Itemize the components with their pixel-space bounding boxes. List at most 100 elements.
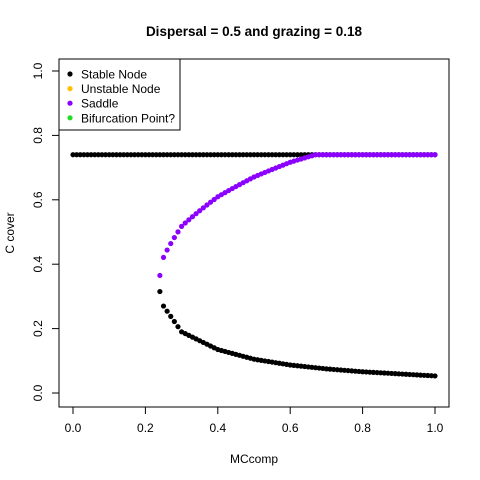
data-point (396, 152, 402, 158)
x-tick-label: 0.4 (209, 421, 226, 435)
data-point (331, 152, 337, 158)
data-point (378, 152, 384, 158)
data-point (175, 152, 181, 158)
data-point (334, 152, 340, 158)
y-tick-label: 0.8 (31, 127, 45, 144)
data-point (381, 152, 387, 158)
data-point (186, 217, 192, 223)
data-point (131, 152, 138, 158)
data-point (363, 152, 369, 158)
data-point (370, 152, 377, 158)
data-point (74, 152, 80, 158)
data-point (414, 152, 420, 158)
data-point (207, 199, 214, 205)
data-point (142, 152, 148, 158)
data-point (150, 152, 156, 158)
data-point (200, 205, 206, 211)
data-point (121, 152, 127, 158)
data-point (385, 152, 391, 158)
legend-marker (67, 71, 73, 77)
data-point (349, 152, 355, 158)
data-point (124, 152, 130, 158)
data-point (160, 152, 167, 158)
legend-marker (67, 115, 73, 121)
data-point (218, 152, 225, 158)
data-point (417, 152, 424, 158)
data-point (276, 152, 282, 158)
data-point (323, 152, 329, 158)
legend-box (58, 58, 181, 131)
data-point (168, 313, 174, 319)
legend-label: Stable Node (81, 68, 147, 82)
data-point (175, 324, 181, 330)
data-point (189, 214, 196, 220)
data-point (204, 152, 210, 158)
x-tick-label: 0.0 (65, 421, 82, 435)
data-point (360, 152, 366, 158)
data-point (215, 152, 221, 158)
data-point (95, 152, 101, 158)
data-point (432, 373, 438, 379)
data-point (106, 152, 112, 158)
data-point (327, 152, 333, 158)
y-axis-label: C cover (3, 212, 17, 253)
x-axis-label: MCcomp (230, 452, 278, 466)
x-tick-label: 0.6 (282, 421, 299, 435)
data-point (421, 152, 427, 158)
data-point (287, 152, 293, 158)
data-point (211, 152, 217, 158)
data-point (240, 152, 246, 158)
chart-title: Dispersal = 0.5 and grazing = 0.18 (146, 24, 363, 39)
data-point (84, 152, 91, 158)
data-point (244, 152, 250, 158)
data-point (146, 152, 152, 158)
data-point (367, 152, 373, 158)
data-point (356, 152, 362, 158)
data-point (128, 152, 134, 158)
data-point (171, 318, 177, 325)
data-point (204, 202, 210, 208)
data-point (139, 152, 145, 158)
data-point (197, 208, 203, 214)
y-tick-label: 0.4 (31, 256, 45, 273)
data-point (193, 152, 199, 158)
data-point (294, 152, 301, 158)
data-point (407, 152, 413, 158)
x-axis: 0.0 0.2 0.4 0.6 0.8 1.0 (65, 406, 444, 435)
data-point (157, 272, 163, 279)
data-point (160, 254, 167, 261)
data-point (222, 152, 228, 158)
data-point (229, 152, 235, 158)
data-point (182, 152, 188, 158)
data-point (171, 152, 177, 158)
data-point (345, 152, 351, 158)
data-point (410, 152, 416, 158)
data-point (399, 152, 406, 158)
legend-marker (67, 100, 73, 106)
data-point (233, 152, 239, 158)
data-point (258, 152, 264, 158)
data-point (186, 152, 192, 158)
data-point (102, 152, 109, 158)
data-point (179, 223, 185, 229)
legend-label: Saddle (81, 97, 119, 111)
data-point (200, 152, 206, 158)
x-tick-label: 0.2 (137, 421, 154, 435)
data-point (92, 152, 98, 158)
data-point (88, 152, 94, 158)
data-point (265, 152, 272, 158)
data-point (428, 152, 434, 158)
data-point (341, 152, 348, 158)
data-point (262, 152, 268, 158)
y-tick-label: 0.6 (31, 191, 45, 208)
data-point (312, 152, 319, 158)
data-point (320, 152, 326, 158)
data-point (157, 288, 163, 295)
data-point (283, 152, 290, 158)
data-point (70, 152, 76, 158)
data-point (117, 152, 123, 158)
data-point (207, 152, 214, 158)
data-point (179, 152, 185, 158)
